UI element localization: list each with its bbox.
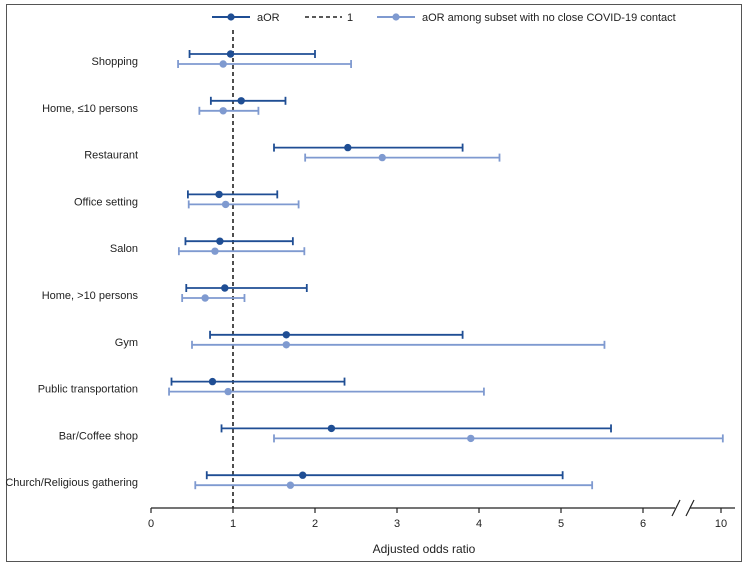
point-estimate	[327, 424, 336, 433]
aor-interval	[209, 96, 287, 105]
legend-reference-label: 1	[347, 12, 353, 24]
x-tick-label: 4	[476, 518, 482, 530]
point-estimate	[219, 107, 227, 115]
point-estimate	[282, 341, 290, 349]
axis-break-mark	[685, 499, 695, 517]
subset-interval	[273, 434, 724, 443]
x-tick-label: 2	[312, 518, 318, 530]
category-label: Church/Religious gathering	[5, 477, 138, 489]
aor-interval	[209, 330, 464, 339]
x-tick-label: 6	[640, 518, 646, 530]
subset-interval	[181, 294, 246, 302]
legend-aor-dot	[227, 13, 235, 21]
point-estimate	[224, 387, 232, 396]
point-estimate	[208, 377, 217, 386]
aor-interval	[220, 424, 612, 433]
point-estimate	[226, 50, 235, 58]
legend: aOR 1 aOR among subset with no close COV…	[212, 12, 676, 24]
point-estimate	[286, 481, 295, 489]
subset-interval	[168, 387, 485, 396]
category-label: Shopping	[92, 56, 139, 68]
x-tick-label: 0	[148, 518, 154, 530]
category-label: Salon	[110, 243, 138, 255]
point-estimate	[211, 247, 219, 255]
chart-frame	[6, 4, 742, 562]
legend-subset-dot	[392, 13, 400, 21]
aor-interval	[273, 143, 464, 152]
aor-interval	[205, 471, 564, 480]
category-label: Gym	[115, 337, 138, 349]
category-label: Home, ≤10 persons	[42, 103, 138, 115]
x-axis-title: Adjusted odds ratio	[373, 542, 476, 556]
category-label: Home, >10 persons	[42, 290, 139, 302]
category-label: Restaurant	[84, 150, 138, 162]
axis-break-mark	[671, 499, 681, 517]
point-estimate	[221, 200, 230, 209]
point-estimate	[216, 237, 224, 245]
x-axis: 0 1 2 3 4 5 6 10	[148, 499, 735, 530]
category-label: Bar/Coffee shop	[59, 430, 138, 442]
aor-interval	[170, 377, 346, 386]
legend-subset-label: aOR among subset with no close COVID-19 …	[422, 12, 676, 24]
aor-interval	[184, 237, 294, 246]
point-estimate	[215, 190, 223, 199]
subset-interval	[304, 153, 501, 162]
category-label: Office setting	[74, 196, 138, 208]
point-estimate	[237, 97, 245, 105]
point-estimate	[282, 331, 290, 339]
point-estimate	[201, 294, 209, 302]
aor-interval	[185, 284, 308, 292]
x-tick-label: 3	[394, 518, 400, 530]
subset-interval	[194, 481, 594, 490]
subset-interval	[198, 106, 260, 115]
forest-rows: Shopping Home, ≤10 persons Restaurant Offic…	[5, 30, 724, 508]
x-tick-label: 1	[230, 518, 236, 530]
point-estimate	[378, 153, 386, 162]
x-tick-label: 10	[715, 518, 727, 530]
subset-interval	[177, 60, 352, 68]
point-estimate	[467, 434, 475, 443]
aor-interval	[188, 50, 316, 58]
point-estimate	[221, 284, 229, 292]
subset-interval	[177, 247, 306, 256]
point-estimate	[344, 143, 352, 152]
aor-interval	[186, 190, 279, 199]
legend-aor-label: aOR	[257, 12, 280, 24]
subset-interval	[187, 200, 300, 209]
subset-interval	[191, 340, 606, 349]
category-label: Public transportation	[38, 384, 138, 396]
x-tick-label: 5	[558, 518, 564, 530]
point-estimate	[219, 60, 227, 68]
point-estimate	[299, 471, 307, 479]
